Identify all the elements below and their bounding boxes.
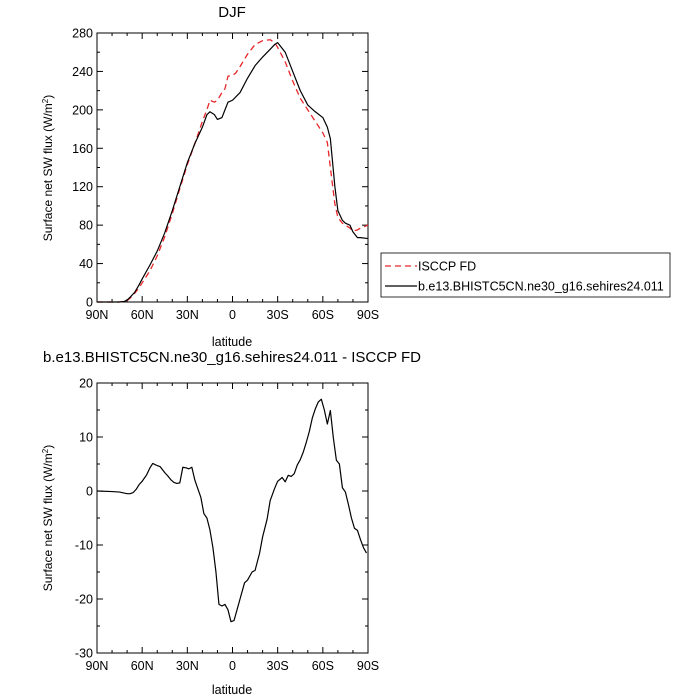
top-series-group — [97, 39, 369, 303]
top-x-tick-label: 90N — [86, 308, 109, 322]
top-y-tick-label: 240 — [72, 65, 93, 79]
bottom-y-tick-label: -20 — [75, 593, 93, 607]
bottom-series-group — [96, 398, 368, 623]
bottom-x-tick-label: 30S — [267, 659, 289, 673]
legend-label-isccp: ISCCP FD — [418, 260, 476, 274]
top-y-axis-label: Surface net SW flux (W/m2) — [41, 95, 55, 241]
bottom-x-tick-label: 0 — [229, 659, 236, 673]
bottom-series-line-0 — [96, 398, 368, 623]
bottom-panel: b.e13.BHISTC5CN.ne30_g16.sehires24.011 -… — [41, 349, 421, 697]
bottom-y-tick-label: 10 — [79, 431, 93, 445]
bottom-x-tick-label: 90S — [357, 659, 379, 673]
top-chart-title: DJF — [218, 4, 246, 21]
top-y-tick-label: 0 — [86, 296, 93, 310]
top-series-line-1 — [97, 42, 369, 303]
bottom-chart-title: b.e13.BHISTC5CN.ne30_g16.sehires24.011 -… — [43, 349, 421, 366]
top-series-line-0 — [97, 39, 369, 303]
top-x-tick-label: 60S — [312, 308, 334, 322]
bottom-x-tick-label: 30N — [176, 659, 199, 673]
top-x-tick-label: 30S — [267, 308, 289, 322]
top-y-tick-label: 280 — [72, 27, 93, 41]
top-plot-frame — [96, 32, 369, 303]
top-y-tick-label: 40 — [79, 257, 93, 271]
top-y-tick-label: 120 — [72, 180, 93, 194]
top-axes: 90N 60N 30N 0 30S 60S 90S 0 40 80 120 160 200 240 280 — [72, 27, 379, 323]
bottom-axes: 90N 60N 30N 0 30S 60S 90S -30 -20 -10 0 10 20 — [75, 377, 379, 674]
top-x-axis-label: latitude — [212, 335, 252, 349]
top-x-tick-label: 60N — [131, 308, 154, 322]
bottom-y-tick-label: -30 — [75, 647, 93, 661]
top-y-tick-label: 200 — [72, 103, 93, 117]
bottom-y-axis-label: Surface net SW flux (W/m2) — [41, 445, 55, 591]
top-x-tick-label: 90S — [357, 308, 379, 322]
bottom-x-tick-label: 60N — [131, 659, 154, 673]
bottom-x-axis-label: latitude — [212, 683, 252, 697]
legend-label-model: b.e13.BHISTC5CN.ne30_g16.sehires24.011 — [418, 280, 664, 294]
top-panel: DJF 90N 60N 30N 0 30S 60S 90S 0 40 80 120 160 200 240… — [41, 4, 379, 349]
bottom-y-tick-label: 0 — [86, 485, 93, 499]
legend-box — [380, 252, 671, 298]
top-y-tick-label: 80 — [79, 219, 93, 233]
bottom-y-tick-label: 20 — [79, 377, 93, 391]
bottom-x-tick-label: 60S — [312, 659, 334, 673]
top-x-tick-label: 30N — [176, 308, 199, 322]
bottom-x-tick-label: 90N — [86, 659, 109, 673]
legend: ISCCP FD b.e13.BHISTC5CN.ne30_g16.sehire… — [380, 252, 671, 298]
bottom-y-tick-label: -10 — [75, 539, 93, 553]
top-x-tick-label: 0 — [229, 308, 236, 322]
top-y-tick-label: 160 — [72, 142, 93, 156]
